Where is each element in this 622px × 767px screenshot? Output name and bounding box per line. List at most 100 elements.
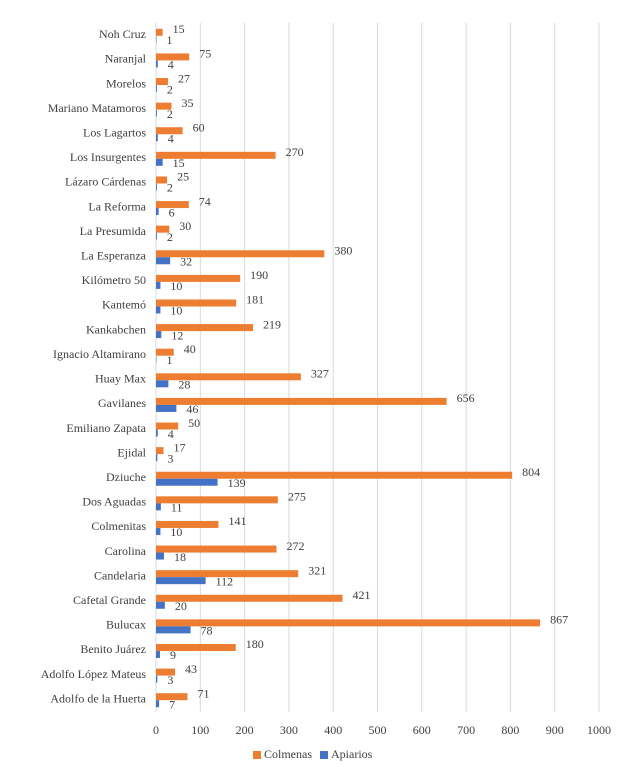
bar — [156, 520, 219, 528]
bar — [156, 324, 254, 332]
y-tick-label: Dos Aguadas — [82, 495, 146, 509]
y-tick-label: Ignacio Altamirano — [53, 347, 146, 361]
value-label: 3 — [167, 451, 173, 465]
value-label: 272 — [286, 539, 304, 553]
x-tick-label: 1000 — [587, 723, 611, 737]
y-tick-label: La Reforma — [88, 199, 146, 213]
y-tick-label: Noh Cruz — [99, 27, 146, 41]
bar — [156, 527, 161, 535]
value-label: 867 — [550, 613, 568, 627]
value-label: 28 — [178, 378, 190, 392]
bar — [156, 60, 158, 68]
bar — [156, 693, 188, 701]
value-label: 112 — [216, 574, 234, 588]
value-label: 181 — [246, 293, 264, 307]
bar — [156, 422, 179, 430]
legend-label: Apiarios — [331, 747, 373, 761]
bar — [156, 700, 160, 708]
value-label: 141 — [228, 514, 246, 528]
bar — [156, 619, 541, 627]
bar — [156, 299, 237, 307]
y-tick-label: Adolfo López Mateus — [41, 667, 147, 681]
value-label: 78 — [201, 624, 213, 638]
bar — [156, 668, 176, 676]
bar — [156, 348, 174, 356]
bar — [156, 545, 277, 553]
bar — [156, 274, 241, 282]
y-tick-label: Candelaria — [94, 568, 147, 582]
bar — [156, 496, 278, 504]
legend-swatch — [320, 751, 328, 759]
value-label: 11 — [171, 501, 183, 515]
bar — [156, 380, 169, 388]
value-label: 10 — [170, 279, 182, 293]
y-tick-label: Gavilanes — [98, 396, 146, 410]
value-label: 2 — [167, 181, 173, 195]
bar — [156, 331, 162, 339]
bar — [156, 552, 164, 560]
value-label: 4 — [168, 131, 174, 145]
y-tick-label: La Esperanza — [81, 249, 147, 263]
y-tick-label: Kankabchen — [86, 322, 146, 336]
x-tick-label: 200 — [236, 723, 254, 737]
value-label: 10 — [170, 304, 182, 318]
bar — [156, 643, 236, 651]
bar — [156, 232, 157, 240]
value-label: 380 — [334, 244, 352, 258]
bar — [156, 650, 160, 658]
y-tick-label: Kantemó — [102, 298, 146, 312]
bar — [156, 158, 163, 166]
y-tick-label: Emiliano Zapata — [66, 421, 146, 435]
value-label: 275 — [288, 490, 306, 504]
bar — [156, 306, 161, 314]
x-tick-label: 400 — [324, 723, 342, 737]
value-label: 17 — [174, 440, 186, 454]
bar — [156, 134, 158, 142]
y-tick-label: Morelos — [106, 76, 146, 90]
bar — [156, 127, 183, 135]
x-tick-label: 700 — [457, 723, 475, 737]
value-label: 1 — [166, 33, 172, 47]
y-tick-label: Mariano Matamoros — [48, 101, 147, 115]
value-label: 60 — [193, 120, 205, 134]
y-tick-label: Huay Max — [95, 372, 146, 386]
bar — [156, 257, 171, 265]
bar — [156, 28, 163, 36]
bar — [156, 225, 170, 233]
bar — [156, 397, 447, 405]
y-tick-label: Carolina — [105, 544, 147, 558]
value-label: 3 — [167, 673, 173, 687]
bar — [156, 503, 161, 511]
y-tick-label: Benito Juárez — [80, 642, 146, 656]
bar — [156, 570, 299, 578]
bar — [156, 201, 189, 209]
y-tick-label: La Presumida — [80, 224, 147, 238]
value-label: 421 — [353, 588, 371, 602]
value-label: 270 — [286, 145, 304, 159]
bar — [156, 102, 172, 110]
y-tick-label: Colmenitas — [91, 519, 146, 533]
value-label: 32 — [180, 255, 192, 269]
y-tick-label: Los Insurgentes — [70, 150, 146, 164]
x-tick-label: 600 — [413, 723, 431, 737]
bar — [156, 594, 343, 602]
bar — [156, 675, 158, 683]
legend-label: Colmenas — [264, 747, 312, 761]
value-label: 2 — [167, 82, 173, 96]
value-label: 27 — [178, 71, 190, 85]
value-label: 7 — [169, 697, 175, 711]
x-tick-label: 800 — [501, 723, 519, 737]
y-tick-label: Bulucax — [106, 618, 146, 632]
y-tick-label: Adolfo de la Huerta — [50, 691, 146, 705]
bar — [156, 208, 159, 216]
x-tick-label: 300 — [280, 723, 298, 737]
bar — [156, 429, 158, 437]
x-tick-label: 500 — [369, 723, 387, 737]
value-label: 20 — [175, 599, 187, 613]
bar — [156, 454, 158, 462]
y-tick-label: Dziuche — [106, 470, 146, 484]
value-label: 40 — [184, 342, 196, 356]
value-label: 43 — [185, 662, 197, 676]
value-label: 4 — [168, 58, 174, 72]
value-label: 10 — [170, 525, 182, 539]
